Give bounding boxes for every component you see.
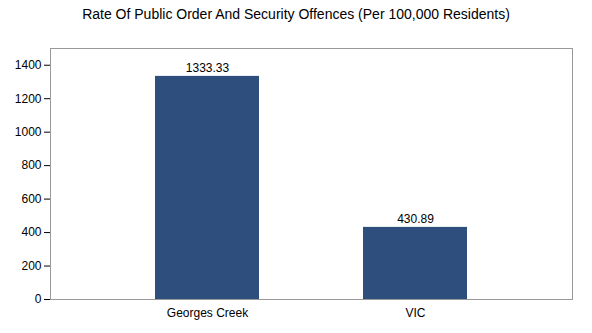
svg-text:1400: 1400: [15, 58, 42, 72]
svg-text:800: 800: [21, 158, 41, 172]
svg-text:600: 600: [21, 192, 41, 206]
svg-text:430.89: 430.89: [397, 212, 434, 226]
svg-text:1000: 1000: [15, 125, 42, 139]
svg-text:VIC: VIC: [405, 306, 425, 320]
svg-text:Georges Creek: Georges Creek: [167, 306, 249, 320]
svg-text:400: 400: [21, 225, 41, 239]
svg-text:1200: 1200: [15, 92, 42, 106]
svg-text:1333.33: 1333.33: [186, 61, 230, 75]
svg-text:200: 200: [21, 259, 41, 273]
svg-text:0: 0: [35, 292, 42, 306]
html-text:Rate Of Public Order And Secur: Rate Of Public Order And Security Offenc…: [82, 6, 510, 22]
